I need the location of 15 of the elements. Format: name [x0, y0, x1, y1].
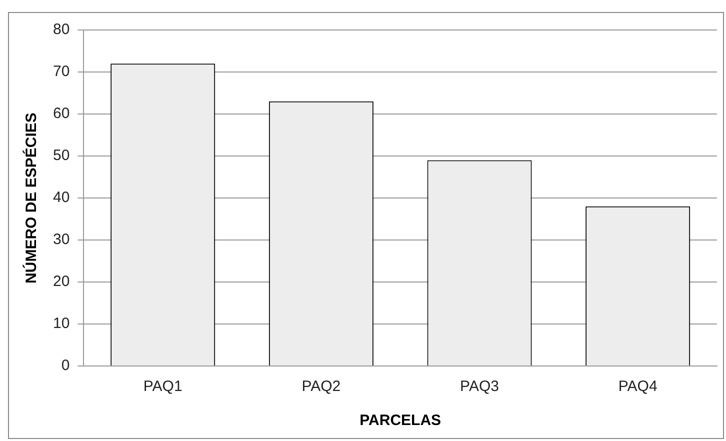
y-tick-label: 70 — [52, 63, 70, 80]
y-tick-label: 30 — [52, 231, 70, 248]
y-tick-label: 40 — [52, 189, 70, 206]
x-axis-title: PARCELAS — [360, 412, 442, 430]
y-tick-label: 50 — [52, 147, 70, 164]
y-tick-label: 10 — [52, 315, 70, 332]
x-tick-label: PAQ1 — [143, 378, 182, 396]
y-tick-label: 60 — [52, 105, 70, 122]
y-tick-label: 80 — [52, 21, 70, 38]
y-tick-label: 0 — [61, 357, 70, 374]
y-tick-label: 20 — [52, 273, 70, 290]
y-axis-title: NÚMERO DE ESPÉCIES — [22, 112, 40, 284]
x-tick-label: PAQ3 — [460, 378, 499, 396]
x-tick-label: PAQ2 — [302, 378, 341, 396]
x-tick-label: PAQ4 — [618, 378, 658, 396]
